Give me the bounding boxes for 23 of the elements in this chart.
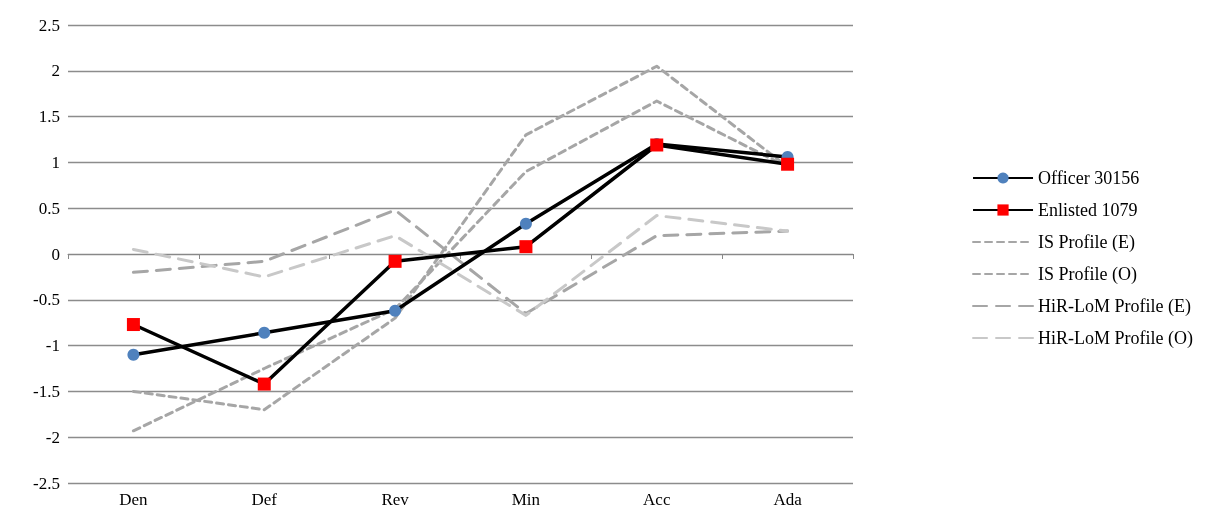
x-tick-label: Def (251, 490, 278, 509)
legend-label: HiR-LoM Profile (E) (1038, 296, 1192, 317)
x-tick-label: Acc (643, 490, 671, 509)
y-tick-label: 2.5 (38, 15, 60, 35)
x-tick-label: Den (119, 490, 149, 509)
x-tick-label: Min (511, 490, 541, 509)
y-tick-label: -0.5 (33, 290, 60, 310)
legend-label: Enlisted 1079 (1038, 200, 1138, 220)
legend-label: Officer 30156 (1038, 168, 1140, 188)
legend-label: HiR-LoM Profile (O) (1038, 328, 1194, 349)
y-tick-label: -1.5 (33, 381, 60, 401)
y-tick-label: 1.5 (38, 107, 60, 127)
x-tick-label: Ada (773, 490, 803, 509)
x-tick-label: Rev (381, 490, 410, 509)
y-tick-label: 1 (51, 152, 60, 172)
legend-label: IS Profile (E) (1038, 232, 1136, 253)
legend-label: IS Profile (O) (1038, 264, 1138, 285)
y-tick-label: 0.5 (38, 198, 60, 218)
y-tick-label: -2.5 (33, 473, 60, 493)
y-tick-label: -1 (45, 336, 60, 356)
y-tick-label: 2 (51, 61, 60, 81)
y-tick-label: -2 (45, 427, 60, 447)
y-tick-label: 0 (51, 244, 60, 264)
